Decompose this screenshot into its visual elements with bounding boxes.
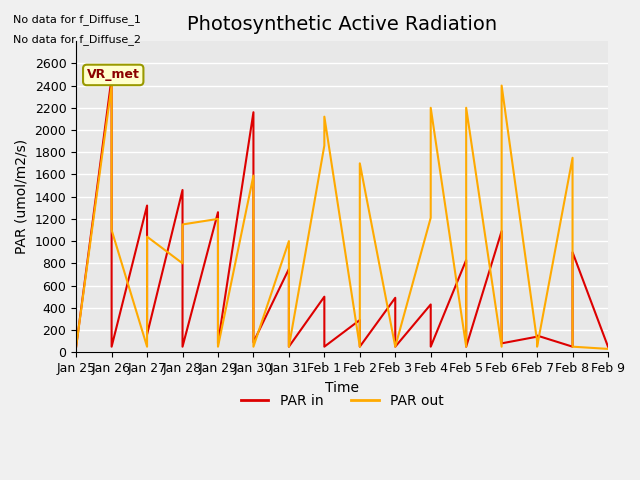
PAR out (533, 338, 541, 344)
PAR out (285, 344, 292, 349)
Title: Photosynthetic Active Radiation: Photosynthetic Active Radiation (187, 15, 497, 34)
PAR out (427, 105, 435, 111)
PAR out (604, 346, 612, 352)
PAR in (462, 257, 470, 263)
PAR in (321, 294, 328, 300)
PAR in (108, 75, 115, 81)
PAR out (321, 143, 328, 148)
PAR out (569, 155, 577, 161)
PAR out (356, 344, 364, 349)
PAR in (392, 344, 399, 349)
PAR in (533, 334, 541, 339)
PAR in (498, 228, 506, 234)
PAR out (250, 173, 257, 179)
PAR in (498, 340, 506, 346)
PAR in (392, 295, 399, 300)
PAR in (72, 344, 80, 349)
PAR in (143, 203, 151, 208)
PAR in (569, 249, 577, 255)
Line: PAR out: PAR out (76, 85, 608, 349)
PAR in (356, 344, 364, 349)
PAR out (214, 216, 222, 222)
PAR in (321, 344, 328, 349)
PAR in (285, 344, 292, 349)
PAR out (285, 238, 292, 244)
PAR in (427, 344, 435, 349)
PAR out (427, 215, 435, 221)
PAR in (462, 344, 470, 349)
Line: PAR in: PAR in (76, 78, 608, 347)
PAR out (498, 83, 506, 88)
X-axis label: Time: Time (325, 381, 359, 395)
PAR out (250, 344, 257, 349)
PAR out (72, 344, 80, 349)
PAR in (285, 266, 292, 272)
PAR out (143, 344, 151, 349)
PAR out (321, 114, 328, 120)
Text: VR_met: VR_met (87, 69, 140, 82)
PAR in (108, 344, 115, 349)
PAR in (427, 301, 435, 307)
PAR out (462, 344, 470, 349)
PAR out (533, 344, 541, 349)
PAR in (179, 344, 186, 349)
PAR in (214, 340, 222, 346)
PAR in (604, 344, 612, 349)
PAR out (108, 83, 115, 88)
PAR in (250, 339, 257, 345)
PAR in (143, 332, 151, 337)
PAR in (214, 209, 222, 215)
PAR in (179, 187, 186, 193)
PAR out (462, 105, 470, 111)
PAR out (392, 344, 399, 349)
Text: No data for f_Diffuse_2: No data for f_Diffuse_2 (13, 34, 141, 45)
PAR out (179, 261, 186, 266)
PAR in (533, 333, 541, 338)
PAR in (569, 344, 577, 349)
PAR out (179, 222, 186, 228)
Legend: PAR in, PAR out: PAR in, PAR out (235, 389, 449, 414)
PAR out (356, 160, 364, 166)
PAR out (498, 344, 506, 349)
Y-axis label: PAR (umol/m2/s): PAR (umol/m2/s) (15, 139, 29, 254)
PAR out (143, 234, 151, 240)
PAR out (392, 344, 399, 349)
PAR out (214, 344, 222, 349)
PAR in (356, 317, 364, 323)
PAR out (108, 227, 115, 233)
PAR in (250, 109, 257, 115)
Text: No data for f_Diffuse_1: No data for f_Diffuse_1 (13, 14, 141, 25)
PAR out (569, 344, 577, 349)
